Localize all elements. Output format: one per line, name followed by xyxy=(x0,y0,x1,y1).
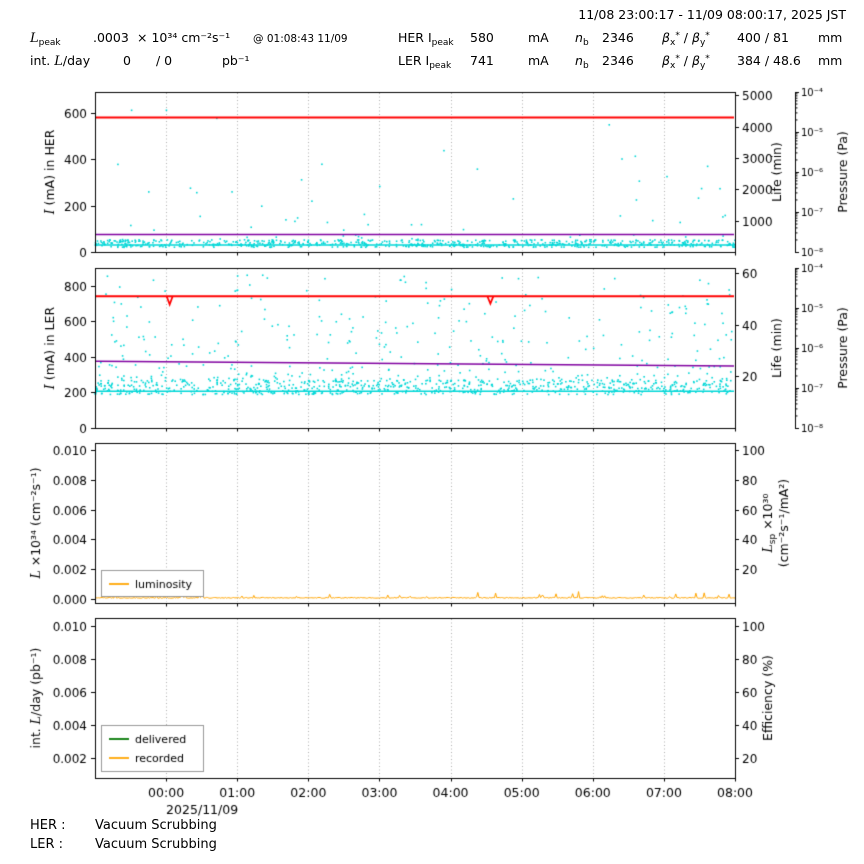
nb-symbol: n xyxy=(575,53,583,68)
intlum-label: int. L/day xyxy=(30,53,90,70)
ler-nb-label: nb xyxy=(575,53,589,72)
her-beta-unit: mm xyxy=(818,30,843,45)
ler-status-value: Vacuum Scrubbing xyxy=(95,837,217,852)
beta-y-sub: y xyxy=(699,38,706,48)
ler-beta-unit: mm xyxy=(818,53,843,68)
ler-beta-label: βx* / βy* xyxy=(662,53,710,72)
beta-x-sub: x xyxy=(669,38,676,48)
script-l-symbol: L xyxy=(54,54,63,69)
beta-slash: / xyxy=(679,30,692,45)
ler-beta-value: 384 / 48.6 xyxy=(737,53,801,68)
intlum-label-post: /day xyxy=(62,53,91,68)
intlum-label-pre: int. xyxy=(30,53,55,68)
ler-ipeak-text: LER I xyxy=(398,53,430,68)
beta-y-sub: y xyxy=(699,61,706,71)
ler-current-label: LER Ipeak xyxy=(398,53,451,72)
her-ipeak-text: HER I xyxy=(398,30,432,45)
her-ipeak-sub: peak xyxy=(431,38,454,48)
beta-star: * xyxy=(675,31,680,41)
lpeak-unit: × 10³⁴ cm⁻²s⁻¹ xyxy=(137,30,231,45)
lpeak-label: Lpeak xyxy=(30,30,61,49)
her-current-unit: mA xyxy=(528,30,549,45)
ler-ipeak-sub: peak xyxy=(429,61,452,71)
her-beta-label: βx* / βy* xyxy=(662,30,710,49)
lpeak-sub: peak xyxy=(38,38,61,48)
nb-symbol: n xyxy=(575,30,583,45)
ler-status-label: LER : xyxy=(30,837,64,852)
intlum-value: 0 xyxy=(123,53,131,68)
her-nb-label: nb xyxy=(575,30,589,49)
intlum-unit: pb⁻¹ xyxy=(222,53,250,68)
beta-symbol: β xyxy=(691,53,700,68)
her-beta-value: 400 / 81 xyxy=(737,30,789,45)
intlum-value2: / 0 xyxy=(156,53,173,68)
ler-current-unit: mA xyxy=(528,53,549,68)
beta-symbol: β xyxy=(662,30,670,45)
ler-nb-value: 2346 xyxy=(602,53,634,68)
beta-symbol: β xyxy=(662,53,670,68)
beta-star: * xyxy=(675,54,680,64)
her-current-label: HER Ipeak xyxy=(398,30,454,49)
beta-star: * xyxy=(705,31,710,41)
her-current-value: 580 xyxy=(470,30,494,45)
nb-sub: b xyxy=(582,38,589,48)
time-range-title: 11/08 23:00:17 - 11/09 08:00:17, 2025 JS… xyxy=(578,7,846,22)
her-nb-value: 2346 xyxy=(602,30,634,45)
ler-current-value: 741 xyxy=(470,53,494,68)
her-status-value: Vacuum Scrubbing xyxy=(95,818,217,833)
her-status-label: HER : xyxy=(30,818,66,833)
beta-star: * xyxy=(705,54,710,64)
lpeak-timestamp: @ 01:08:43 11/09 xyxy=(253,33,348,45)
beta-x-sub: x xyxy=(669,61,676,71)
script-l-symbol: L xyxy=(30,31,39,46)
beta-symbol: β xyxy=(691,30,700,45)
beta-slash: / xyxy=(679,53,692,68)
nb-sub: b xyxy=(582,61,589,71)
lpeak-value: .0003 xyxy=(93,30,129,45)
